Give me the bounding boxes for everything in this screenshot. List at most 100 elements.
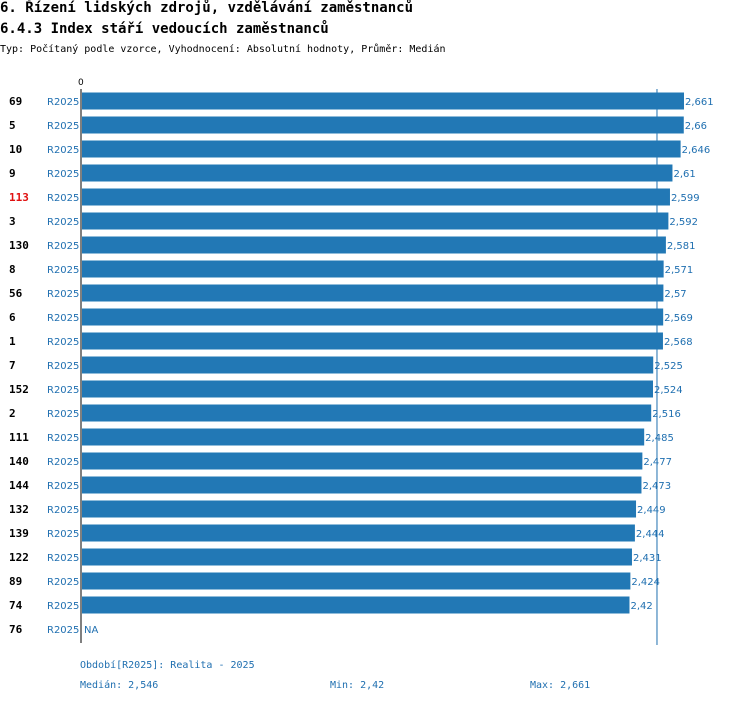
value-label: 2,66 xyxy=(685,121,707,132)
indicator-title: 6.4.3 Index stáří vedoucích zaměstnanců xyxy=(0,21,329,37)
bar[interactable] xyxy=(82,260,664,278)
value-label: 2,569 xyxy=(664,313,693,324)
value-label: 2,524 xyxy=(654,385,683,396)
row-id-label: 9 xyxy=(9,167,16,180)
row-period-label: R2025 xyxy=(47,313,79,324)
row-period-label: R2025 xyxy=(47,289,79,300)
row-id-label: 56 xyxy=(9,287,23,300)
row-period-label: R2025 xyxy=(47,505,79,516)
row-period-label: R2025 xyxy=(47,217,79,228)
period-note: Období[R2025]: Realita - 2025 xyxy=(80,660,255,671)
bar[interactable] xyxy=(82,428,645,446)
row-period-label: R2025 xyxy=(47,97,79,108)
value-label: 2,581 xyxy=(667,241,696,252)
row-id-label: 2 xyxy=(9,407,16,420)
bar[interactable] xyxy=(82,524,635,542)
row-id-label: 74 xyxy=(9,599,23,612)
row-id-label: 3 xyxy=(9,215,16,228)
value-label: 2,571 xyxy=(665,265,694,276)
bar[interactable] xyxy=(82,596,630,614)
bar[interactable] xyxy=(82,548,632,566)
value-label: NA xyxy=(84,625,98,636)
row-id-label: 144 xyxy=(9,479,29,492)
row-period-label: R2025 xyxy=(47,169,79,180)
bar[interactable] xyxy=(82,92,684,110)
row-id-label: 69 xyxy=(9,95,22,108)
section-title: 6. Řízení lidských zdrojů, vzdělávání za… xyxy=(0,0,414,16)
row-id-label: 132 xyxy=(9,503,29,516)
row-id-label: 89 xyxy=(9,575,22,588)
value-label: 2,477 xyxy=(643,457,672,468)
value-label: 2,599 xyxy=(671,193,700,204)
bar[interactable] xyxy=(82,212,669,230)
value-label: 2,485 xyxy=(645,433,674,444)
row-period-label: R2025 xyxy=(47,433,79,444)
row-id-label: 7 xyxy=(9,359,16,372)
row-period-label: R2025 xyxy=(47,361,79,372)
row-id-label: 5 xyxy=(9,119,16,132)
bar[interactable] xyxy=(82,116,684,134)
row-id-label: 6 xyxy=(9,311,16,324)
value-label: 2,473 xyxy=(642,481,671,492)
value-label: 2,424 xyxy=(631,577,660,588)
row-period-label: R2025 xyxy=(47,625,79,636)
value-label: 2,568 xyxy=(664,337,693,348)
value-label: 2,57 xyxy=(664,289,686,300)
value-label: 2,661 xyxy=(685,97,714,108)
value-label: 2,431 xyxy=(633,553,662,564)
row-period-label: R2025 xyxy=(47,457,79,468)
row-id-label: 8 xyxy=(9,263,16,276)
bar[interactable] xyxy=(82,404,652,422)
max-stat: Max: 2,661 xyxy=(530,680,591,691)
bar[interactable] xyxy=(82,356,654,374)
min-stat: Min: 2,42 xyxy=(330,680,385,691)
bar[interactable] xyxy=(82,284,664,302)
bar[interactable] xyxy=(82,236,666,254)
value-label: 2,516 xyxy=(652,409,681,420)
value-label: 2,592 xyxy=(669,217,698,228)
row-period-label: R2025 xyxy=(47,337,79,348)
row-id-label: 10 xyxy=(9,143,22,156)
row-id-label: 1 xyxy=(9,335,16,348)
bar[interactable] xyxy=(82,308,664,326)
row-id-label: 76 xyxy=(9,623,23,636)
value-label: 2,42 xyxy=(630,601,652,612)
bar[interactable] xyxy=(82,380,654,398)
row-period-label: R2025 xyxy=(47,265,79,276)
row-period-label: R2025 xyxy=(47,241,79,252)
bar[interactable] xyxy=(82,476,642,494)
row-period-label: R2025 xyxy=(47,385,79,396)
value-label: 2,444 xyxy=(636,529,665,540)
bar[interactable] xyxy=(82,452,643,470)
row-period-label: R2025 xyxy=(47,577,79,588)
row-period-label: R2025 xyxy=(47,481,79,492)
value-label: 2,61 xyxy=(673,169,695,180)
median-stat: Medián: 2,546 xyxy=(80,680,159,691)
row-period-label: R2025 xyxy=(47,601,79,612)
row-id-label: 130 xyxy=(9,239,29,252)
bar[interactable] xyxy=(82,572,631,590)
bar[interactable] xyxy=(82,332,663,350)
row-id-label: 152 xyxy=(9,383,29,396)
bar[interactable] xyxy=(82,500,637,518)
row-period-label: R2025 xyxy=(47,145,79,156)
bar[interactable] xyxy=(82,140,681,158)
row-id-label: 111 xyxy=(9,431,29,444)
row-period-label: R2025 xyxy=(47,121,79,132)
axis-zero-label: 0 xyxy=(78,78,84,88)
row-period-label: R2025 xyxy=(47,409,79,420)
row-id-label: 139 xyxy=(9,527,29,540)
bar[interactable] xyxy=(82,164,673,182)
row-period-label: R2025 xyxy=(47,193,79,204)
value-label: 2,449 xyxy=(637,505,666,516)
bar[interactable] xyxy=(82,188,670,206)
value-label: 2,525 xyxy=(654,361,683,372)
row-id-label: 122 xyxy=(9,551,29,564)
row-id-label: 113 xyxy=(9,191,29,204)
value-label: 2,646 xyxy=(682,145,711,156)
row-period-label: R2025 xyxy=(47,529,79,540)
chart-subtitle: Typ: Počítaný podle vzorce, Vyhodnocení:… xyxy=(0,44,446,55)
row-id-label: 140 xyxy=(9,455,29,468)
row-period-label: R2025 xyxy=(47,553,79,564)
